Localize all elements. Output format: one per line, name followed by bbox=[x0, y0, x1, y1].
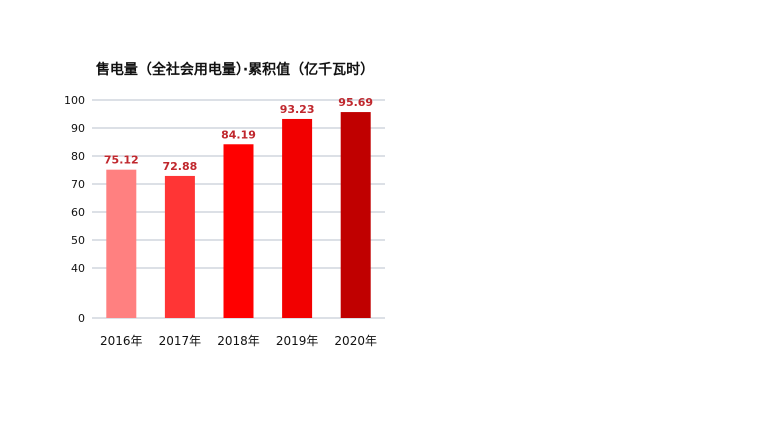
y-tick-label: 40 bbox=[71, 262, 85, 275]
data-label: 95.69 bbox=[338, 96, 373, 109]
data-label: 75.12 bbox=[104, 154, 139, 167]
x-tick-label: 2017年 bbox=[159, 334, 202, 348]
data-label: 93.23 bbox=[280, 103, 315, 116]
x-tick-label: 2019年 bbox=[276, 334, 319, 348]
x-tick-label: 2020年 bbox=[334, 334, 377, 348]
bar-2020年 bbox=[340, 112, 371, 319]
y-tick-label: 80 bbox=[71, 150, 85, 163]
y-tick-label: 60 bbox=[71, 206, 85, 219]
y-axis-ticks: 0 40 50 60 70 80 90 100 bbox=[64, 94, 85, 325]
x-tick-label: 2016年 bbox=[100, 334, 143, 348]
bar-2016年 bbox=[106, 169, 137, 318]
x-axis-ticks: 2016年 2017年 2018年 2019年 2020年 bbox=[100, 334, 377, 348]
bar-2018年 bbox=[223, 144, 254, 318]
y-tick-label: 100 bbox=[64, 94, 85, 107]
data-label: 84.19 bbox=[221, 128, 256, 141]
y-tick-label: 0 bbox=[78, 312, 85, 325]
y-tick-label: 90 bbox=[71, 122, 85, 135]
bar-2017年 bbox=[164, 175, 195, 318]
bar-2019年 bbox=[282, 118, 313, 319]
data-label: 72.88 bbox=[163, 160, 198, 173]
bars bbox=[106, 112, 371, 319]
y-tick-label: 70 bbox=[71, 178, 85, 191]
y-tick-label: 50 bbox=[71, 234, 85, 247]
x-tick-label: 2018年 bbox=[217, 334, 260, 348]
chart-title: 售电量（全社会用电量）·累积值（亿千瓦时） bbox=[95, 61, 374, 78]
data-labels: 75.12 72.88 84.19 93.23 95.69 bbox=[104, 96, 373, 173]
